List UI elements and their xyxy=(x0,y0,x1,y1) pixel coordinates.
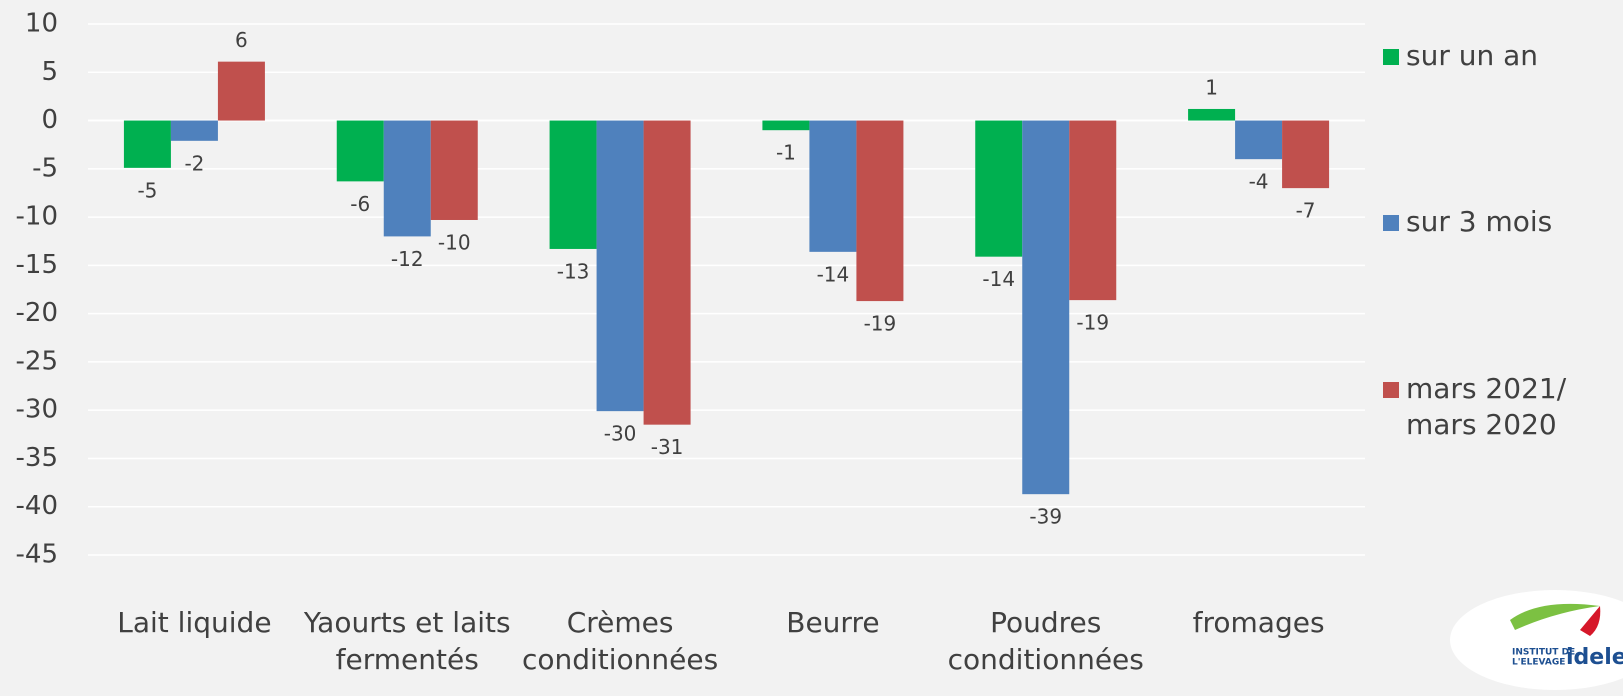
bar xyxy=(1235,120,1283,160)
data-label: -2 xyxy=(184,151,204,175)
x-tick-label: Yaourts et laits fermentés xyxy=(303,606,511,676)
legend-swatch xyxy=(1383,215,1399,231)
data-label: -6 xyxy=(350,192,370,216)
data-label: -19 xyxy=(864,312,897,336)
legend-swatch xyxy=(1383,382,1399,398)
bar xyxy=(549,120,597,249)
bar xyxy=(430,120,478,220)
data-label: -12 xyxy=(391,247,424,271)
data-label: -14 xyxy=(982,267,1015,291)
data-label: -31 xyxy=(651,435,684,459)
legend-label: sur 3 mois xyxy=(1406,205,1552,238)
data-label: -13 xyxy=(557,259,590,283)
y-tick-label: -30 xyxy=(16,395,58,425)
y-tick-label: -5 xyxy=(32,153,58,183)
y-tick-label: -10 xyxy=(16,202,58,232)
x-tick-label: Lait liquide xyxy=(117,606,271,639)
data-label: 6 xyxy=(235,28,248,52)
y-tick-label: 0 xyxy=(41,105,58,135)
bar xyxy=(1282,120,1330,189)
legend-swatch xyxy=(1383,49,1399,65)
x-tick-label: Crèmes conditionnées xyxy=(522,606,718,676)
data-label: -39 xyxy=(1029,505,1062,529)
logo-text: INSTITUT DE xyxy=(1512,648,1575,658)
bar xyxy=(856,120,904,302)
bar xyxy=(643,120,691,425)
bar xyxy=(217,61,265,121)
logo-name: idele xyxy=(1566,645,1623,670)
data-label: -5 xyxy=(137,178,157,202)
x-tick-label: fromages xyxy=(1193,606,1325,639)
bar xyxy=(762,120,810,131)
y-tick-label: -20 xyxy=(16,298,58,328)
data-label: -1 xyxy=(776,141,796,165)
y-tick-label: -15 xyxy=(16,250,58,280)
bar xyxy=(1188,108,1236,121)
y-tick-label: 10 xyxy=(25,9,58,39)
logo: INSTITUT DE L'ELEVAGE idele xyxy=(1450,590,1623,690)
bar xyxy=(170,120,218,141)
logo-text: L'ELEVAGE xyxy=(1512,658,1565,668)
bar xyxy=(975,120,1023,257)
data-label: -14 xyxy=(817,262,850,286)
logo-swoosh xyxy=(1510,603,1600,630)
data-label: -4 xyxy=(1249,170,1269,194)
bar xyxy=(1069,120,1117,301)
bar xyxy=(123,120,171,168)
data-label: -7 xyxy=(1296,199,1316,223)
logo-drop xyxy=(1580,606,1601,636)
y-tick-label: -35 xyxy=(16,443,58,473)
bar xyxy=(336,120,384,182)
y-tick-label: -45 xyxy=(16,540,58,570)
logo-bg xyxy=(1450,590,1623,690)
data-label: -10 xyxy=(438,230,471,254)
y-tick-label: 5 xyxy=(41,57,58,87)
data-label: -19 xyxy=(1076,311,1109,335)
bar xyxy=(383,120,431,237)
y-tick-label: -40 xyxy=(16,491,58,521)
bar xyxy=(809,120,857,252)
data-label: 1 xyxy=(1205,75,1218,99)
x-tick-label: Beurre xyxy=(786,606,879,639)
bar xyxy=(596,120,644,412)
bar xyxy=(1022,120,1070,495)
data-label: -30 xyxy=(604,422,637,446)
y-tick-label: -25 xyxy=(16,346,58,376)
x-tick-label: Poudres conditionnées xyxy=(948,606,1144,676)
legend-label: sur un an xyxy=(1406,39,1538,72)
legend-label: mars 2021/mars 2020 xyxy=(1406,372,1567,441)
